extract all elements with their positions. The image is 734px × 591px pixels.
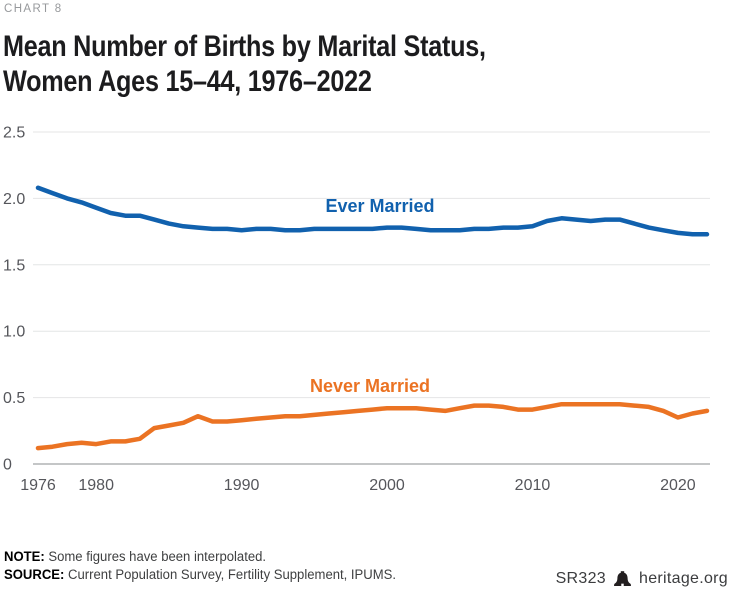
note-label: NOTE: xyxy=(4,549,45,564)
line-chart: 0 0.5 1.0 1.5 2.0 2.5 1976 1980 1990 2000 2010 2020… xyxy=(0,110,734,535)
chart-title-line2: Women Ages 15–44, 1976–2022 xyxy=(3,65,372,98)
site-link[interactable]: heritage.org xyxy=(639,570,728,587)
ever-married-line xyxy=(35,185,710,237)
y-tick-label: 2.5 xyxy=(3,125,25,142)
y-tick-label: 2.0 xyxy=(3,191,25,208)
y-tick-label: 0.5 xyxy=(3,390,25,407)
liberty-bell-icon xyxy=(614,570,631,586)
note-text: Some figures have been interpolated. xyxy=(44,549,267,564)
footnotes: NOTE: Some figures have been interpolate… xyxy=(4,548,396,583)
chart-title-line1: Mean Number of Births by Marital Status, xyxy=(3,30,486,63)
source-line: SOURCE: Current Population Survey, Ferti… xyxy=(4,566,396,584)
source-label: SOURCE: xyxy=(4,566,65,582)
chart-title: Mean Number of Births by Marital Status,… xyxy=(3,29,608,99)
y-tick-label: 1.5 xyxy=(3,257,25,274)
x-tick-label: 2010 xyxy=(515,477,551,494)
never-married-line xyxy=(35,401,710,451)
report-id: SR323 xyxy=(555,570,606,587)
ever-married-label: Ever Married xyxy=(325,196,434,216)
x-tick-label: 1976 xyxy=(20,477,56,494)
y-tick-label: 1.0 xyxy=(3,324,25,341)
chart-number-kicker: CHART 8 xyxy=(4,3,63,15)
x-tick-label: 1980 xyxy=(78,477,114,494)
x-tick-label: 1990 xyxy=(224,477,260,494)
y-tick-label: 0 xyxy=(3,457,12,474)
source-text: Current Population Survey, Fertility Sup… xyxy=(64,566,397,582)
note-line: NOTE: Some figures have been interpolate… xyxy=(4,548,396,566)
x-tick-label: 2020 xyxy=(660,477,696,494)
line-chart-svg: 0 0.5 1.0 1.5 2.0 2.5 1976 1980 1990 2000 2010 2020… xyxy=(3,125,710,494)
never-married-label: Never Married xyxy=(310,376,430,396)
footer-branding: SR323 heritage.org xyxy=(556,569,728,589)
x-tick-label: 2000 xyxy=(369,477,405,494)
